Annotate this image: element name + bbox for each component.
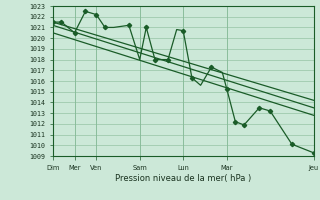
X-axis label: Pression niveau de la mer( hPa ): Pression niveau de la mer( hPa ) bbox=[115, 174, 251, 183]
